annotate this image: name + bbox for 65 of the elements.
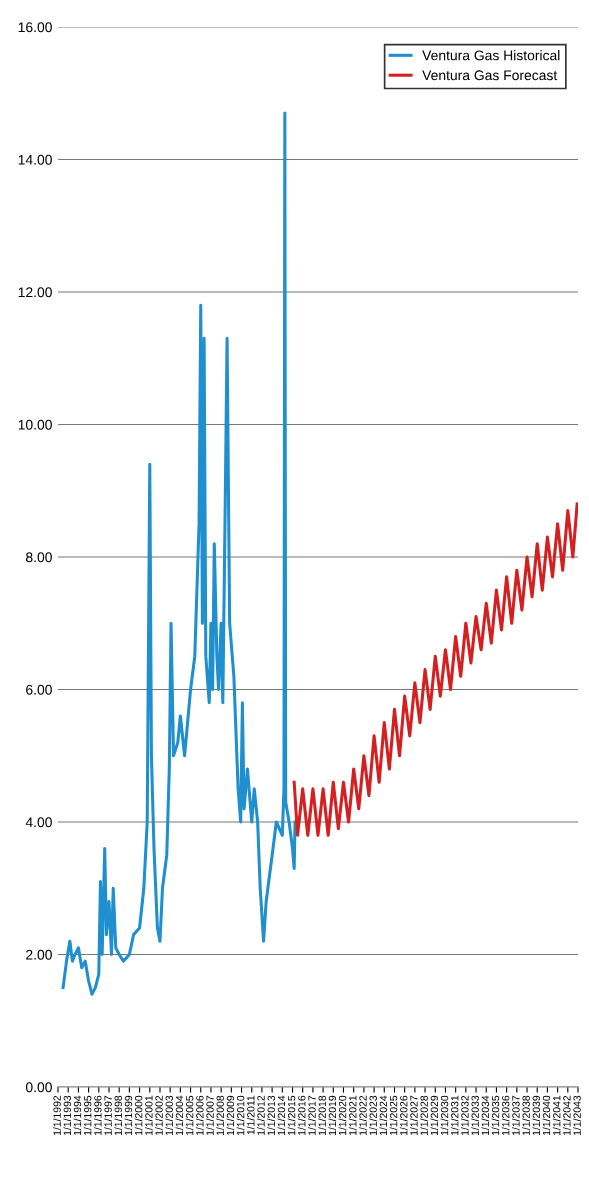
line-series <box>292 502 578 837</box>
y-tick-label: 6.00 <box>26 684 52 695</box>
x-tick-label: 1/1/2032 <box>460 1095 469 1136</box>
x-tick-label: 1/1/2035 <box>491 1095 500 1136</box>
x-tick-label: 1/1/2023 <box>369 1095 377 1136</box>
y-tick-label: 16.00 <box>18 22 52 33</box>
x-tick-label: 1/1/2008 <box>216 1095 224 1136</box>
x-tick-label: 1/1/2034 <box>481 1095 490 1136</box>
y-tick-label: 14.00 <box>18 154 52 165</box>
x-tick-label: 1/1/1994 <box>73 1095 82 1136</box>
legend-label: Ventura Gas Historical <box>422 50 560 61</box>
x-tick-label: 1/1/2043 <box>573 1095 581 1136</box>
y-tick-label: 0.00 <box>25 1082 52 1093</box>
x-tick-label: 1/1/2002 <box>155 1095 163 1136</box>
x-tick-label: 1/1/2040 <box>542 1095 551 1136</box>
x-tick-label: 1/1/2001 <box>144 1095 153 1136</box>
x-tick-label: 1/1/2026 <box>399 1095 408 1136</box>
x-tick-label: 1/1/2016 <box>297 1095 306 1136</box>
x-tick-label: 1/1/2025 <box>389 1095 398 1136</box>
x-tick-label: 1/1/2024 <box>379 1095 388 1136</box>
y-tick-label: 10.00 <box>18 419 52 430</box>
x-tick-label: 1/1/2007 <box>206 1095 214 1136</box>
y-tick-label: 2.00 <box>26 949 52 960</box>
x-tick-label: 1/1/1993 <box>63 1095 72 1136</box>
x-tick-label: 1/1/2027 <box>410 1095 418 1136</box>
x-tick-label: 1/1/2009 <box>226 1095 235 1136</box>
x-tick-label: 1/1/2041 <box>552 1095 561 1136</box>
x-tick-label: 1/1/2031 <box>450 1095 459 1136</box>
x-tick-label: 1/1/2037 <box>511 1095 520 1136</box>
y-tick-label: 12.00 <box>18 287 52 298</box>
x-tick-label: 1/1/1999 <box>124 1095 133 1136</box>
x-tick-label: 1/1/2014 <box>277 1095 286 1136</box>
x-tick-label: 1/1/1997 <box>104 1095 112 1136</box>
x-tick-label: 1/1/1995 <box>83 1095 92 1136</box>
x-tick-label: 1/1/2000 <box>134 1095 143 1136</box>
legend-label: Ventura Gas Forecast <box>422 70 558 81</box>
x-tick-label: 1/1/2033 <box>471 1095 479 1136</box>
x-tick-label: 1/1/1998 <box>114 1095 122 1136</box>
x-tick-label: 1/1/1996 <box>93 1095 102 1136</box>
x-tick-label: 1/1/2020 <box>338 1095 347 1136</box>
x-tick-label: 1/1/2004 <box>175 1095 184 1136</box>
x-tick-label: 1/1/2011 <box>246 1095 255 1135</box>
x-tick-label: 1/1/2036 <box>501 1095 510 1136</box>
x-tick-label: 1/1/2010 <box>236 1095 245 1136</box>
x-tick-label: 1/1/2030 <box>440 1095 449 1136</box>
x-tick-label: 1/1/2006 <box>195 1095 204 1136</box>
x-tick-label: 1/1/1992 <box>53 1095 61 1136</box>
x-tick-label: 1/1/2018 <box>318 1095 326 1136</box>
x-tick-label: 1/1/2013 <box>267 1095 275 1136</box>
x-tick-label: 1/1/2019 <box>328 1095 337 1136</box>
x-tick-label: 1/1/2021 <box>348 1095 357 1136</box>
x-tick-label: 1/1/2038 <box>522 1095 530 1136</box>
x-tick-label: 1/1/2003 <box>165 1095 173 1136</box>
x-tick-label: 1/1/2005 <box>185 1095 194 1136</box>
x-tick-label: 1/1/2017 <box>308 1095 316 1136</box>
x-tick-label: 1/1/2029 <box>430 1095 439 1136</box>
y-tick-label: 8.00 <box>26 552 52 563</box>
x-tick-label: 1/1/2012 <box>257 1095 265 1136</box>
x-tick-label: 1/1/2028 <box>420 1095 428 1136</box>
x-tick-label: 1/1/2022 <box>359 1095 367 1136</box>
y-tick-label: 4.00 <box>25 817 52 828</box>
x-tick-label: 1/1/2015 <box>287 1095 296 1136</box>
line-series <box>61 111 297 996</box>
x-tick-label: 1/1/2042 <box>562 1095 571 1136</box>
x-tick-label: 1/1/2039 <box>532 1095 541 1136</box>
